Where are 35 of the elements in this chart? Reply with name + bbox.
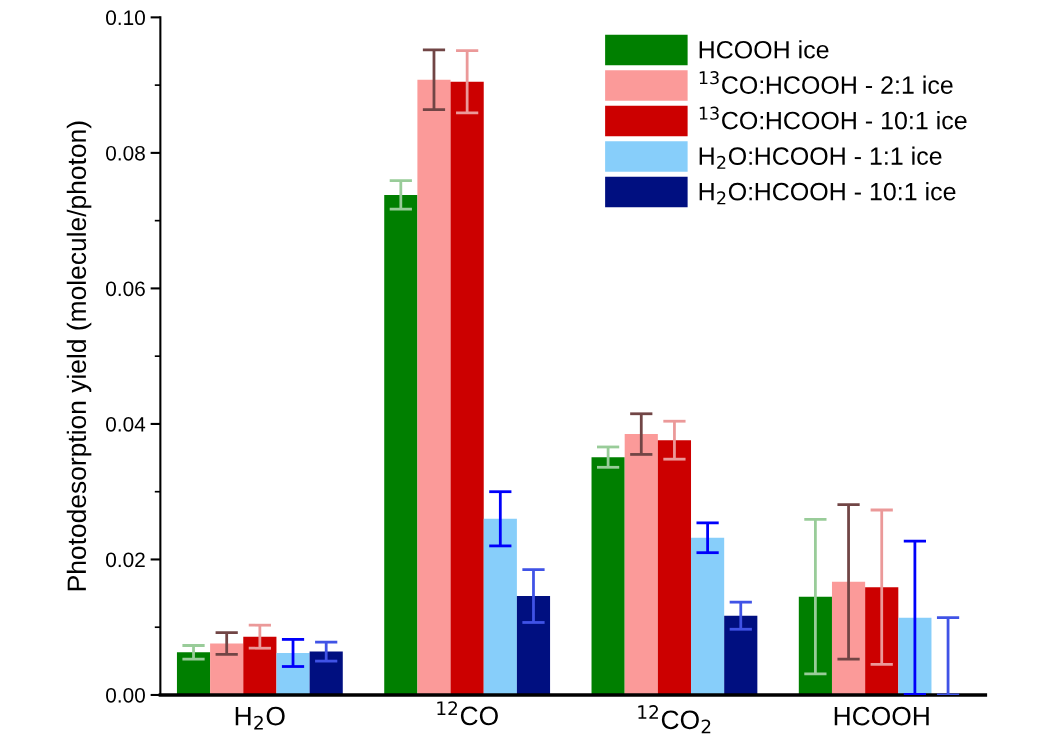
bar — [210, 643, 244, 695]
x-tick-label: H$_{2}$O — [235, 706, 285, 730]
bar — [657, 440, 692, 695]
bar — [691, 537, 725, 695]
bar — [831, 581, 866, 695]
bar — [624, 434, 658, 695]
bar — [450, 81, 484, 695]
bar — [591, 457, 625, 695]
bar — [243, 636, 277, 695]
bar — [483, 518, 517, 695]
bar — [309, 651, 343, 695]
y-tick-label: 0.04 — [106, 416, 146, 432]
bar — [417, 79, 451, 695]
legend-label: $^{13}$CO:HCOOH - 10:1 ice — [699, 106, 967, 130]
bar — [898, 617, 932, 695]
legend-label: H$_{2}$O:HCOOH - 1:1 ice — [699, 146, 942, 169]
y-tick-label: 0.08 — [106, 145, 145, 161]
bar — [865, 587, 899, 695]
y-tick-label: 0.02 — [106, 552, 145, 568]
legend-label: HCOOH ice — [699, 40, 829, 59]
y-tick-label: 0.00 — [106, 687, 145, 703]
y-axis-title: Photodesorption yield (molecule/photon) — [66, 121, 92, 591]
y-tick-label: 0.06 — [106, 281, 145, 297]
bar — [384, 194, 418, 695]
x-tick-label: $^{12}$CO — [437, 701, 498, 726]
legend-label: $^{13}$CO:HCOOH - 2:1 ice — [699, 71, 953, 94]
x-tick-label: $^{12}$CO$_{2}$ — [638, 705, 711, 734]
bar — [176, 652, 211, 695]
y-tick-label: 0.10 — [106, 10, 145, 26]
bar — [276, 652, 310, 695]
legend-label: H$_{2}$O:HCOOH - 10:1 ice — [699, 182, 956, 205]
bar — [724, 615, 758, 695]
x-tick-label: HCOOH — [834, 706, 929, 726]
bar — [798, 596, 832, 695]
bar — [516, 596, 551, 695]
